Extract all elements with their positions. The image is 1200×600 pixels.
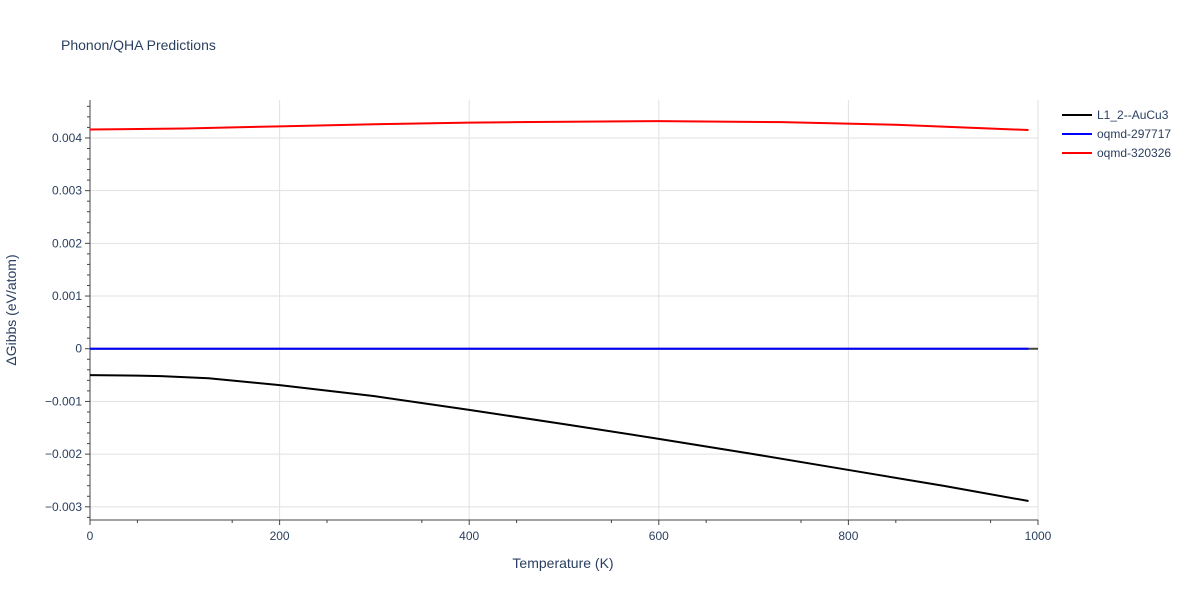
axes (85, 100, 1039, 525)
series-line-1 (89, 374, 1029, 503)
y-tick-label: 0.004 (52, 131, 82, 145)
y-axis-title: ΔGibbs (eV/atom) (3, 254, 19, 365)
legend-label: oqmd-297717 (1097, 127, 1171, 141)
series-line-3 (89, 120, 1029, 132)
y-tick-label: −0.001 (45, 394, 82, 408)
legend-item[interactable]: oqmd-320326 (1062, 146, 1171, 160)
y-tick-label: 0.003 (52, 184, 82, 198)
x-tick-label: 1000 (1025, 529, 1052, 543)
legend-item[interactable]: L1_2--AuCu3 (1062, 108, 1169, 122)
x-tick-label: 600 (649, 529, 669, 543)
series-lines (89, 120, 1029, 503)
x-tick-label: 400 (459, 529, 479, 543)
y-tick-label: −0.002 (45, 447, 82, 461)
tick-labels: 0 200 400 600 800 1000 −0.003 −0.002 −0.001 0 0.00… (45, 131, 1052, 543)
legend-label: oqmd-320326 (1097, 146, 1171, 160)
y-tick-label: 0 (75, 342, 82, 356)
y-tick-label: 0.001 (52, 289, 82, 303)
legend-label: L1_2--AuCu3 (1097, 108, 1169, 122)
legend-item[interactable]: oqmd-297717 (1062, 127, 1171, 141)
x-tick-label: 800 (838, 529, 858, 543)
grid-lines (90, 100, 1039, 520)
legend[interactable]: L1_2--AuCu3 oqmd-297717 oqmd-320326 (1062, 108, 1171, 160)
chart-title: Phonon/QHA Predictions (61, 37, 216, 53)
x-tick-label: 0 (87, 529, 94, 543)
y-tick-label: 0.002 (52, 236, 82, 250)
x-tick-label: 200 (270, 529, 290, 543)
x-axis-title: Temperature (K) (512, 555, 613, 571)
y-tick-label: −0.003 (45, 500, 82, 514)
